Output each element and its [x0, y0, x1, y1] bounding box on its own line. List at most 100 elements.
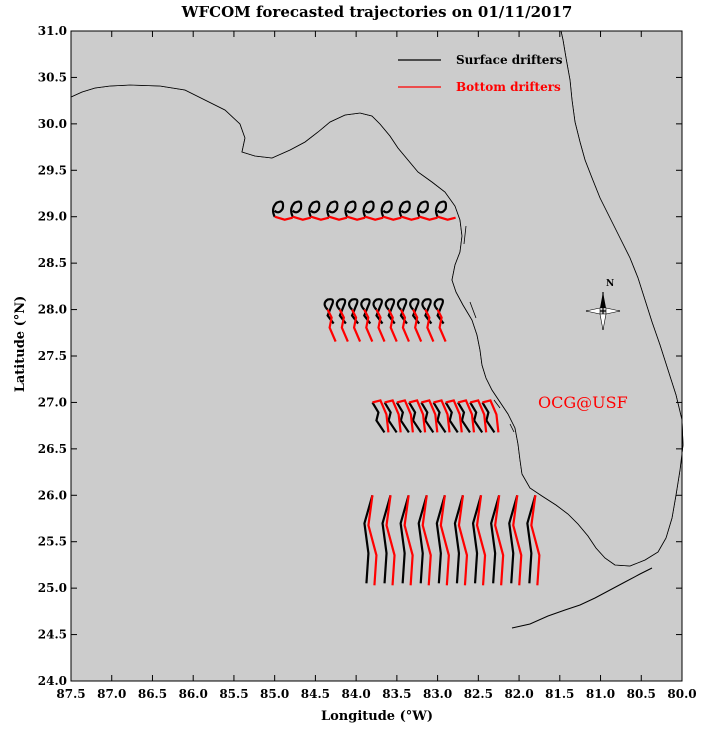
- surface-track: [363, 494, 374, 584]
- surface-track: [408, 401, 423, 434]
- surface-track: [490, 494, 501, 584]
- bottom-track: [421, 399, 439, 433]
- x-axis-label: Longitude (°W): [321, 709, 433, 724]
- bottom-track: [457, 495, 469, 586]
- bottom-track: [310, 215, 330, 221]
- y-axis-label: Latitude (°N): [13, 296, 28, 393]
- bottom-track: [274, 215, 293, 221]
- bottom-track: [364, 215, 384, 221]
- bottom-track: [292, 215, 312, 221]
- bottom-track: [436, 309, 447, 343]
- bottom-track: [399, 309, 410, 343]
- x-axis-ticks: 87.5 87.0 86.5 86.0 85.5 85.0 84.5 84.0 83.5 83.0…: [56, 31, 697, 701]
- chart-title: WFCOM forecasted trajectories on 01/11/2…: [181, 3, 573, 21]
- surface-track: [308, 200, 321, 218]
- bottom-track: [326, 309, 337, 343]
- surface-track: [469, 401, 484, 434]
- x-tick-label: 84.0: [342, 687, 371, 701]
- y-tick-label: 25.5: [38, 535, 67, 549]
- surface-track: [433, 298, 445, 325]
- surface-track: [420, 401, 435, 434]
- y-tick-label: 24.0: [38, 674, 67, 688]
- legend: Surface drifters Bottom drifters: [398, 53, 563, 94]
- surface-track: [396, 298, 408, 325]
- bottom-track: [408, 399, 427, 433]
- bottom-track: [421, 495, 432, 586]
- y-tick-label: 29.0: [38, 210, 67, 224]
- surface-track: [360, 298, 372, 325]
- x-tick-label: 85.5: [219, 687, 248, 701]
- surface-track: [371, 401, 386, 434]
- surface-track: [453, 494, 465, 584]
- x-tick-label: 80.5: [627, 687, 656, 701]
- bottom-track: [328, 215, 348, 221]
- bottom-drifter-tracks: [274, 215, 541, 586]
- surface-track: [481, 401, 496, 434]
- y-tick-label: 26.5: [38, 442, 67, 456]
- bottom-track: [433, 399, 451, 433]
- surface-track: [395, 401, 410, 434]
- surface-track: [290, 200, 303, 218]
- barrier-islands: [463, 225, 515, 433]
- surface-track: [271, 200, 285, 218]
- surface-track: [380, 200, 393, 218]
- surface-track: [323, 298, 335, 325]
- bottom-track: [457, 399, 476, 433]
- surface-track: [444, 401, 459, 434]
- y-tick-label: 27.5: [38, 349, 67, 363]
- y-tick-label: 28.5: [38, 256, 67, 270]
- bottom-track: [445, 399, 463, 433]
- surface-track: [381, 494, 392, 584]
- x-tick-label: 87.5: [56, 687, 85, 701]
- surface-track: [457, 401, 471, 434]
- y-tick-label: 26.0: [38, 488, 67, 502]
- bottom-track: [372, 399, 390, 433]
- bottom-track: [382, 215, 402, 221]
- x-tick-label: 86.5: [138, 687, 167, 701]
- watermark-label: OCG@USF: [538, 393, 628, 412]
- florida-keys: [511, 567, 653, 629]
- surface-track: [384, 298, 396, 325]
- bottom-track: [387, 309, 398, 343]
- x-tick-label: 87.0: [97, 687, 126, 701]
- surface-track: [432, 401, 447, 434]
- bottom-track: [401, 215, 420, 221]
- y-axis-ticks: 31.0 30.5 30.0 29.5 29.0 28.5 28.0 27.5 27.0 26.5…: [38, 24, 682, 688]
- surface-track: [416, 200, 429, 218]
- bottom-track: [494, 495, 505, 586]
- bottom-track: [424, 309, 435, 343]
- bottom-track: [351, 309, 362, 343]
- bottom-track: [396, 399, 414, 433]
- compass-north-label: N: [606, 279, 614, 289]
- surface-track: [344, 200, 357, 218]
- x-tick-label: 82.5: [464, 687, 493, 701]
- legend-bottom-label: Bottom drifters: [456, 80, 561, 94]
- compass-rose: N: [585, 279, 621, 331]
- surface-track: [471, 494, 483, 584]
- surface-track: [326, 200, 339, 218]
- bottom-track: [375, 309, 386, 343]
- surface-track: [409, 298, 421, 325]
- bottom-track: [385, 495, 396, 586]
- surface-track: [421, 298, 433, 325]
- bottom-track: [469, 399, 488, 433]
- bottom-track: [363, 309, 374, 343]
- florida-mainland: [70, 30, 684, 567]
- y-tick-label: 30.5: [38, 70, 67, 84]
- x-tick-label: 83.5: [382, 687, 411, 701]
- surface-track: [434, 200, 448, 218]
- bottom-track: [419, 215, 438, 221]
- x-tick-label: 81.0: [586, 687, 615, 701]
- surface-track: [372, 298, 384, 325]
- bottom-track: [437, 215, 456, 221]
- x-tick-label: 83.0: [423, 687, 452, 701]
- surface-track: [508, 494, 519, 584]
- x-tick-label: 82.0: [504, 687, 533, 701]
- surface-track: [335, 298, 347, 325]
- x-tick-label: 86.0: [179, 687, 208, 701]
- surface-track: [398, 200, 411, 218]
- y-tick-label: 29.5: [38, 163, 67, 177]
- bottom-track: [346, 215, 366, 221]
- y-tick-label: 30.0: [38, 117, 67, 131]
